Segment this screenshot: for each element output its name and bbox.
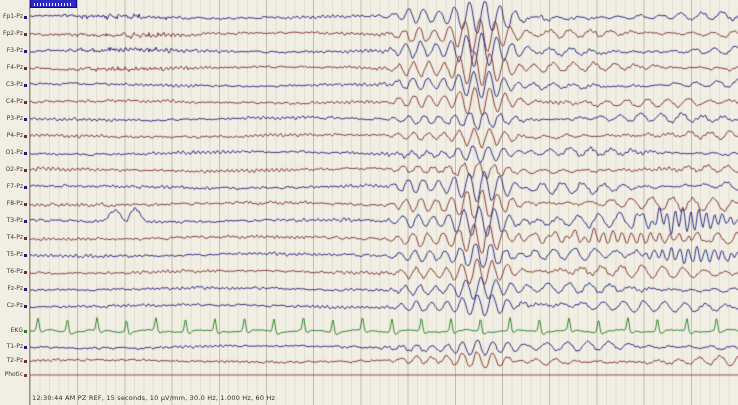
channel-name: Fp1-Pz [2, 13, 23, 20]
channel-color-dot [24, 151, 27, 155]
channel-label[interactable]: Cz-Pz [7, 303, 27, 309]
channel-label[interactable]: T3-Pz [7, 218, 27, 224]
channel-color-dot [24, 185, 27, 189]
event-marker-label [34, 3, 73, 6]
channel-name: T1-Pz [6, 343, 23, 350]
channel-color-dot [24, 202, 27, 206]
channel-name: T2-Pz [6, 357, 23, 364]
channel-color-dot [24, 134, 27, 138]
channel-color-dot [24, 373, 27, 377]
channel-name: P3-Pz [6, 115, 23, 122]
channel-color-dot [24, 329, 27, 333]
channel-color-dot [24, 304, 27, 308]
channel-name: EKG [10, 327, 23, 334]
channel-color-dot [24, 253, 27, 257]
channel-name: T4-Pz [6, 234, 23, 241]
channel-label[interactable]: T2-Pz [7, 358, 27, 364]
channel-name: F7-Pz [6, 183, 23, 190]
channel-name: C3-Pz [6, 81, 23, 88]
channel-label[interactable]: F7-Pz [7, 184, 27, 190]
channel-color-dot [24, 83, 27, 87]
channel-label[interactable]: C3-Pz [6, 82, 27, 88]
channel-name: T5-Pz [6, 251, 23, 258]
channel-name: T6-Pz [6, 268, 23, 275]
status-bar: 12:30:44 AM PZ REF, 15 seconds, 10 µV/mm… [32, 394, 276, 402]
channel-label[interactable]: F4-Pz [7, 65, 27, 71]
channel-name: F4-Pz [6, 64, 23, 71]
channel-name: O1-Pz [5, 149, 23, 156]
channel-label[interactable]: T6-Pz [7, 269, 27, 275]
channel-label[interactable]: F3-Pz [7, 48, 27, 54]
channel-label[interactable]: O2-Pz [6, 167, 27, 173]
channel-color-dot [24, 345, 27, 349]
channel-color-dot [24, 270, 27, 274]
channel-label[interactable]: Fz-Pz [7, 286, 27, 292]
channel-color-dot [24, 66, 27, 70]
channel-color-dot [24, 219, 27, 223]
channel-color-dot [24, 117, 27, 121]
channel-name: C4-Pz [6, 98, 23, 105]
channel-color-dot [24, 100, 27, 104]
channel-label[interactable]: T4-Pz [7, 235, 27, 241]
channel-color-dot [24, 15, 27, 19]
channel-color-dot [24, 287, 27, 291]
channel-name: Cz-Pz [6, 302, 23, 309]
channel-name: F3-Pz [6, 47, 23, 54]
channel-label[interactable]: EKG [11, 328, 27, 334]
channel-label[interactable]: F8-Pz [7, 201, 27, 207]
channel-color-dot [24, 49, 27, 53]
channel-name: P4-Pz [6, 132, 23, 139]
channel-label[interactable]: Photic [5, 372, 27, 378]
channel-label-column: Fp1-Pz Fp2-Pz F3-Pz F4-Pz C3-Pz C4-Pz P3-Pz P4-… [0, 0, 30, 405]
eeg-trace-canvas[interactable] [30, 0, 738, 405]
channel-name: F8-Pz [6, 200, 23, 207]
event-marker[interactable] [30, 0, 77, 8]
channel-color-dot [24, 359, 27, 363]
channel-label[interactable]: T5-Pz [7, 252, 27, 258]
channel-color-dot [24, 236, 27, 240]
channel-label[interactable]: O1-Pz [6, 150, 27, 156]
channel-label[interactable]: Fp2-Pz [3, 31, 27, 37]
channel-color-dot [24, 32, 27, 36]
channel-name: T3-Pz [6, 217, 23, 224]
channel-label[interactable]: T1-Pz [7, 344, 27, 350]
channel-label[interactable]: Fp1-Pz [3, 14, 27, 20]
channel-label[interactable]: C4-Pz [6, 99, 27, 105]
channel-name: O2-Pz [5, 166, 23, 173]
channel-name: Fp2-Pz [2, 30, 23, 37]
channel-label[interactable]: P3-Pz [7, 116, 27, 122]
channel-color-dot [24, 168, 27, 172]
channel-name: Photic [4, 371, 23, 378]
channel-name: Fz-Pz [7, 285, 23, 292]
channel-label[interactable]: P4-Pz [7, 133, 27, 139]
